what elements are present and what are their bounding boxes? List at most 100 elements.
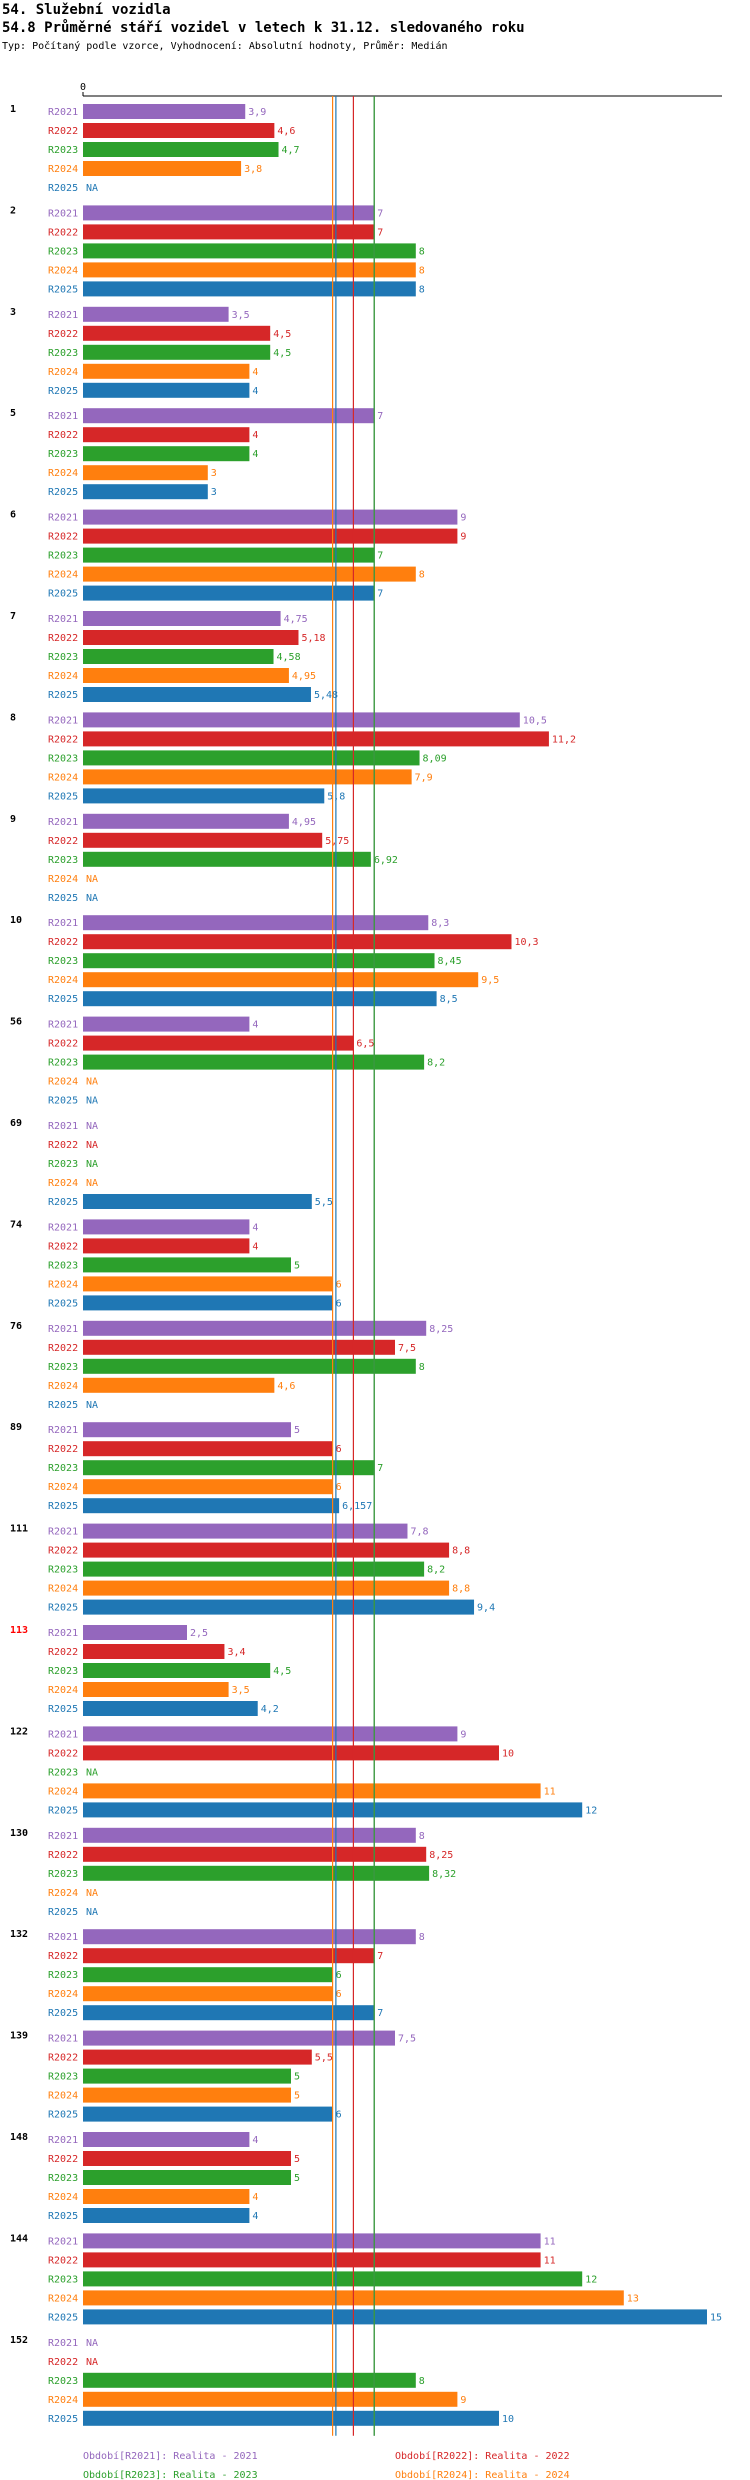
- data-label: NA: [86, 1096, 98, 1107]
- bar: [83, 2208, 250, 2223]
- data-label: 6,92: [374, 855, 398, 866]
- series-label: R2021: [48, 1425, 78, 1436]
- data-label: 3,5: [232, 1685, 250, 1696]
- series-label: R2022: [48, 937, 78, 948]
- bar: [83, 1460, 375, 1476]
- bar: [83, 2049, 312, 2065]
- series-label: R2024: [48, 1077, 78, 1088]
- series-label: R2021: [48, 1222, 78, 1233]
- data-label: 2,5: [190, 1628, 208, 1639]
- series-label: R2025: [48, 2211, 78, 2222]
- series-label: R2024: [48, 2192, 78, 2203]
- data-label: 8: [419, 570, 425, 581]
- series-label: R2025: [48, 284, 78, 295]
- page-title: 54. Služební vozidla: [2, 2, 171, 18]
- series-label: R2025: [48, 183, 78, 194]
- series-label: R2021: [48, 2338, 78, 2349]
- data-label: 8,25: [429, 1850, 453, 1861]
- group-label: 8: [10, 712, 16, 723]
- group-label: 89: [10, 1422, 22, 1433]
- series-label: R2024: [48, 164, 78, 175]
- group-label: 7: [10, 611, 16, 622]
- data-label: 9,4: [477, 1603, 495, 1614]
- bar: [83, 382, 250, 398]
- series-label: R2023: [48, 1159, 78, 1170]
- series-label: R2024: [48, 2395, 78, 2406]
- series-label: R2021: [48, 2034, 78, 2045]
- series-label: R2022: [48, 2053, 78, 2064]
- group-label: 74: [10, 1219, 22, 1230]
- series-label: R2025: [48, 1197, 78, 1208]
- bar: [83, 1846, 427, 1862]
- series-label: R2022: [48, 329, 78, 340]
- data-label: 9,5: [481, 975, 499, 986]
- series-label: R2022: [48, 633, 78, 644]
- bar: [83, 953, 435, 969]
- series-label: R2023: [48, 1767, 78, 1778]
- data-label: 8,45: [438, 956, 462, 967]
- series-label: R2024: [48, 772, 78, 783]
- chart-title: 54.8 Průměrné stáří vozidel v letech k 3…: [2, 20, 525, 36]
- data-label: 11: [544, 2255, 556, 2266]
- bar: [83, 1320, 427, 1336]
- series-label: R2021: [48, 1324, 78, 1335]
- bar: [83, 851, 371, 867]
- bar: [83, 104, 246, 119]
- data-label: NA: [86, 2357, 98, 2368]
- legend-entry: Období[R2023]: Realita - 2023: [83, 2469, 258, 2480]
- data-label: 8,2: [427, 1058, 445, 1069]
- data-label: 9: [460, 513, 466, 524]
- data-label: 4,5: [273, 1666, 291, 1677]
- bar: [83, 566, 416, 582]
- series-label: R2023: [48, 1565, 78, 1576]
- bar: [83, 1238, 250, 1254]
- bar: [83, 2233, 541, 2249]
- data-label: 7: [377, 411, 383, 422]
- group-label: 139: [10, 2031, 28, 2042]
- series-label: R2022: [48, 2154, 78, 2165]
- bar: [83, 1948, 375, 1964]
- data-label: 4: [252, 2211, 258, 2222]
- data-label: 3: [211, 468, 217, 479]
- bar: [83, 142, 279, 157]
- bar: [83, 611, 281, 626]
- group-label: 144: [10, 2233, 28, 2244]
- group-label: 122: [10, 1726, 28, 1737]
- series-label: R2022: [48, 1039, 78, 1050]
- x-tick-label: 0: [80, 82, 86, 93]
- group-label: 113: [10, 1625, 28, 1636]
- series-label: R2024: [48, 1786, 78, 1797]
- data-label: 6,157: [342, 1501, 372, 1512]
- bar: [83, 1358, 416, 1374]
- bar: [83, 306, 229, 322]
- data-label: NA: [86, 1400, 98, 1411]
- series-label: R2023: [48, 1463, 78, 1474]
- group-label: 1: [10, 104, 16, 115]
- bar: [83, 1523, 408, 1539]
- data-label: 7: [377, 589, 383, 600]
- data-label: 12: [585, 1805, 597, 1816]
- bar: [83, 1054, 425, 1070]
- bar: [83, 1827, 416, 1843]
- bar: [83, 687, 311, 702]
- series-label: R2023: [48, 348, 78, 359]
- bar: [83, 2068, 291, 2084]
- series-label: R2023: [48, 449, 78, 460]
- data-label: 6: [336, 2110, 342, 2121]
- series-label: R2021: [48, 1831, 78, 1842]
- bar: [83, 2372, 416, 2388]
- series-label: R2023: [48, 1260, 78, 1271]
- data-label: 8,2: [427, 1565, 445, 1576]
- series-label: R2024: [48, 1584, 78, 1595]
- bar: [83, 2030, 395, 2046]
- data-label: 10: [502, 1748, 514, 1759]
- data-label: NA: [86, 1140, 98, 1151]
- series-label: R2022: [48, 1951, 78, 1962]
- series-label: R2025: [48, 2414, 78, 2425]
- bar: [83, 991, 437, 1007]
- series-label: R2021: [48, 715, 78, 726]
- legend-entry: Období[R2022]: Realita - 2022: [395, 2450, 570, 2462]
- bar: [83, 915, 429, 931]
- series-label: R2022: [48, 2255, 78, 2266]
- bar: [83, 1580, 450, 1596]
